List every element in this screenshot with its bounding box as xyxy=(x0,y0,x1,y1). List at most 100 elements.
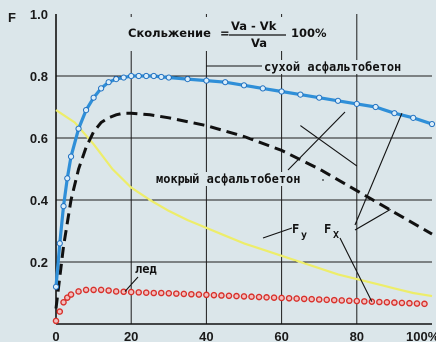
data-point-ice xyxy=(293,295,300,302)
data-point-ice xyxy=(67,291,75,298)
series-line-wet xyxy=(54,111,433,309)
leader-fx-dry xyxy=(354,112,403,226)
data-point-dry xyxy=(98,85,105,92)
leader-fx-ice xyxy=(339,237,373,302)
data-point-ice xyxy=(195,291,203,298)
annotation-fx-main: F xyxy=(324,222,331,236)
data-point-dry xyxy=(67,153,75,160)
x-tick-label: 0 xyxy=(52,329,59,342)
data-point-ice xyxy=(278,294,285,302)
data-point-ice xyxy=(338,297,346,304)
annotation-fx-sub: X xyxy=(333,230,339,241)
annotation-fx: F X xyxy=(324,222,339,241)
x-tick-label: 100% xyxy=(406,329,436,342)
series-line-fy xyxy=(55,109,433,298)
wet-label-backdrop xyxy=(154,172,322,186)
chart-title-formula: Скольжение = Va - Vk Va 100% xyxy=(122,17,329,51)
data-point-dry xyxy=(410,114,417,121)
data-point-ice xyxy=(383,298,391,306)
y-tick-label: 0.4 xyxy=(30,193,49,208)
data-point-ice xyxy=(180,290,188,298)
data-point-dry xyxy=(90,94,97,101)
data-point-dry xyxy=(334,97,342,104)
data-point-ice xyxy=(60,298,67,306)
leader-lines xyxy=(124,65,403,302)
data-point-ice xyxy=(127,288,135,296)
annotation-fy: F y xyxy=(292,222,307,241)
data-point-dry xyxy=(222,79,229,86)
title-suffix: 100% xyxy=(291,26,327,40)
data-point-dry xyxy=(158,73,165,81)
data-point-ice xyxy=(353,297,361,305)
data-point-ice xyxy=(142,289,150,296)
data-point-dry xyxy=(143,72,150,80)
data-point-ice xyxy=(188,290,195,298)
data-point-dry xyxy=(56,240,63,247)
data-point-dry xyxy=(105,79,112,86)
data-point-ice xyxy=(315,296,323,303)
data-point-ice xyxy=(421,300,428,308)
data-point-ice xyxy=(90,286,97,294)
title-numerator: Va - Vk xyxy=(231,19,277,33)
data-point-ice xyxy=(345,297,353,305)
data-point-ice xyxy=(173,290,180,297)
data-point-ice xyxy=(218,292,225,299)
data-point-dry xyxy=(64,175,71,182)
y-tick-label: 0.2 xyxy=(30,255,48,270)
data-point-dry xyxy=(120,74,127,81)
data-point-ice xyxy=(105,287,112,294)
data-point-dry xyxy=(184,76,191,83)
data-point-dry xyxy=(353,100,360,108)
leader-fy xyxy=(262,227,293,239)
data-point-dry xyxy=(150,72,157,80)
series-line-dry xyxy=(54,74,433,287)
tick-labels: 0 20 40 60 80 100% 0.2 0.4 0.6 0.8 1.0 xyxy=(30,7,436,342)
x-tick-label: 60 xyxy=(274,329,288,342)
data-point-dry xyxy=(60,203,67,210)
data-point-ice xyxy=(240,293,248,300)
data-point-dry xyxy=(82,107,90,114)
data-point-ice xyxy=(300,295,308,303)
data-point-ice xyxy=(203,291,210,299)
data-point-dry xyxy=(203,77,210,84)
y-axis-label: F xyxy=(8,10,16,25)
data-point-ice xyxy=(391,299,398,306)
data-point-dry xyxy=(135,72,142,80)
data-point-dry xyxy=(259,85,266,92)
data-point-dry xyxy=(278,88,285,95)
data-point-dry xyxy=(52,283,60,290)
data-point-ice xyxy=(361,298,368,305)
data-point-ice xyxy=(165,290,173,297)
data-point-dry xyxy=(240,82,248,89)
data-point-ice xyxy=(330,296,338,304)
dry-label-backdrop xyxy=(262,60,420,74)
data-point-ice xyxy=(413,300,421,307)
annotation-wet: мокрый асфальтобетон xyxy=(156,172,301,186)
leader-fx-wet xyxy=(354,208,391,231)
data-point-ice xyxy=(398,299,406,307)
data-point-ice xyxy=(323,296,331,304)
leader-ice xyxy=(124,276,139,292)
data-point-ice xyxy=(233,292,240,300)
x-tick-label: 20 xyxy=(124,329,138,342)
data-point-ice xyxy=(112,288,120,295)
leader-wet-curve xyxy=(300,125,358,167)
data-point-ice xyxy=(52,317,60,325)
annotation-fy-sub: y xyxy=(301,230,307,241)
data-point-dry xyxy=(316,94,323,101)
data-point-dry xyxy=(165,74,172,81)
data-point-ice xyxy=(157,289,165,297)
leader-fx-top xyxy=(287,111,346,171)
annotation-dry: сухой асфальтобетон xyxy=(264,60,401,74)
data-point-ice xyxy=(406,299,413,307)
data-point-ice xyxy=(263,294,270,301)
data-point-dry xyxy=(428,120,436,128)
title-backdrop xyxy=(122,17,329,51)
data-point-ice xyxy=(75,288,82,295)
series-layer xyxy=(52,72,436,325)
x-tick-label: 80 xyxy=(350,329,364,342)
data-point-dry xyxy=(75,125,82,132)
